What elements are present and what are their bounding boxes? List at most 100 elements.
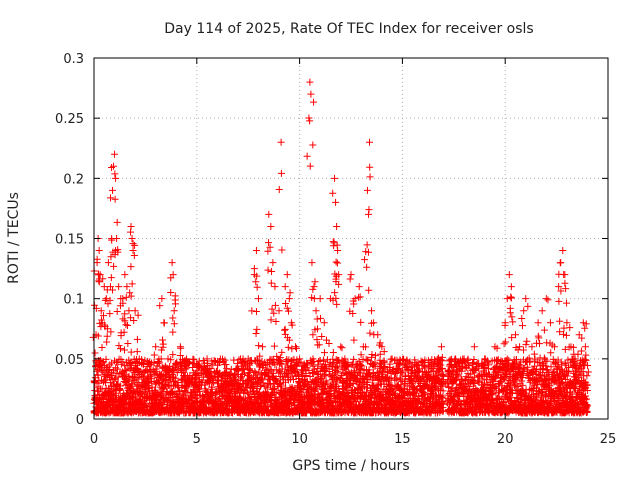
data-point [252, 329, 260, 337]
data-point [169, 328, 177, 336]
data-point [253, 283, 261, 291]
data-point [127, 292, 135, 300]
data-point [222, 361, 230, 369]
data-point [170, 320, 178, 328]
data-point [130, 252, 138, 260]
data-point [172, 360, 180, 368]
data-point [250, 265, 258, 273]
data-point [127, 228, 135, 236]
data-points [89, 78, 592, 417]
data-point [169, 314, 177, 322]
data-point [157, 355, 165, 363]
data-point [91, 379, 99, 387]
data-point [221, 356, 229, 364]
data-point [270, 342, 278, 350]
data-point [259, 343, 267, 351]
data-point [167, 288, 175, 296]
data-point [115, 283, 123, 291]
data-point [195, 387, 203, 395]
data-point [131, 307, 139, 315]
data-point [156, 302, 164, 310]
data-point [180, 368, 188, 376]
data-point [278, 246, 286, 254]
data-point [160, 384, 168, 392]
data-point [133, 348, 141, 356]
data-point [268, 305, 276, 313]
data-point [275, 185, 283, 193]
data-point [270, 384, 278, 392]
data-point [178, 367, 186, 375]
data-point [195, 357, 203, 365]
data-point [253, 325, 261, 333]
data-point [107, 274, 115, 282]
data-point [160, 319, 168, 327]
data-point [141, 399, 149, 407]
data-point [116, 386, 124, 394]
data-point [113, 218, 121, 226]
data-point [208, 390, 216, 398]
data-point [106, 310, 114, 318]
data-point [134, 311, 142, 319]
data-point [109, 186, 117, 194]
data-point [113, 235, 121, 242]
data-point [278, 348, 286, 356]
data-point [124, 340, 132, 348]
data-point [202, 387, 210, 395]
data-point [255, 388, 263, 396]
data-point [111, 195, 119, 203]
data-point [234, 360, 242, 368]
data-point [265, 210, 273, 218]
data-point [583, 372, 591, 380]
data-point [150, 351, 158, 359]
data-point [193, 397, 201, 405]
data-point [119, 358, 127, 366]
data-point [272, 376, 280, 384]
data-point [159, 336, 167, 344]
data-point [269, 385, 277, 393]
data-point [114, 365, 122, 373]
data-point [271, 301, 279, 309]
data-point [95, 247, 103, 255]
data-point [122, 321, 130, 329]
data-point [103, 332, 111, 340]
data-point [107, 328, 115, 336]
data-point [277, 169, 285, 177]
data-point [120, 328, 128, 336]
data-point [254, 295, 262, 303]
data-point [264, 266, 272, 274]
data-point [174, 394, 182, 402]
data-point [170, 307, 178, 315]
data-point [136, 368, 144, 376]
data-point [111, 170, 119, 178]
data-point [145, 388, 153, 396]
data-point [280, 326, 288, 334]
data-point [281, 283, 289, 291]
data-point [137, 389, 145, 397]
data-point [267, 222, 275, 230]
data-point [177, 344, 185, 352]
data-point [126, 289, 134, 297]
data-point [252, 278, 260, 286]
data-point [154, 359, 162, 367]
data-point [220, 369, 228, 377]
data-point [282, 300, 290, 308]
data-point [91, 349, 99, 357]
data-point [128, 394, 136, 402]
data-point [171, 300, 179, 308]
data-point [110, 376, 118, 384]
chart-title: Day 114 of 2025, Rate Of TEC Index for r… [164, 21, 533, 37]
data-point [122, 293, 130, 301]
data-point [98, 367, 106, 375]
data-point [221, 368, 229, 376]
data-point [208, 383, 216, 391]
data-point [188, 363, 196, 371]
data-point [168, 259, 176, 267]
data-point [125, 307, 133, 315]
data-point [204, 359, 212, 367]
data-point [172, 374, 180, 382]
data-point [128, 382, 136, 390]
data-point [171, 292, 179, 300]
data-point [255, 342, 263, 350]
data-point [155, 358, 163, 366]
